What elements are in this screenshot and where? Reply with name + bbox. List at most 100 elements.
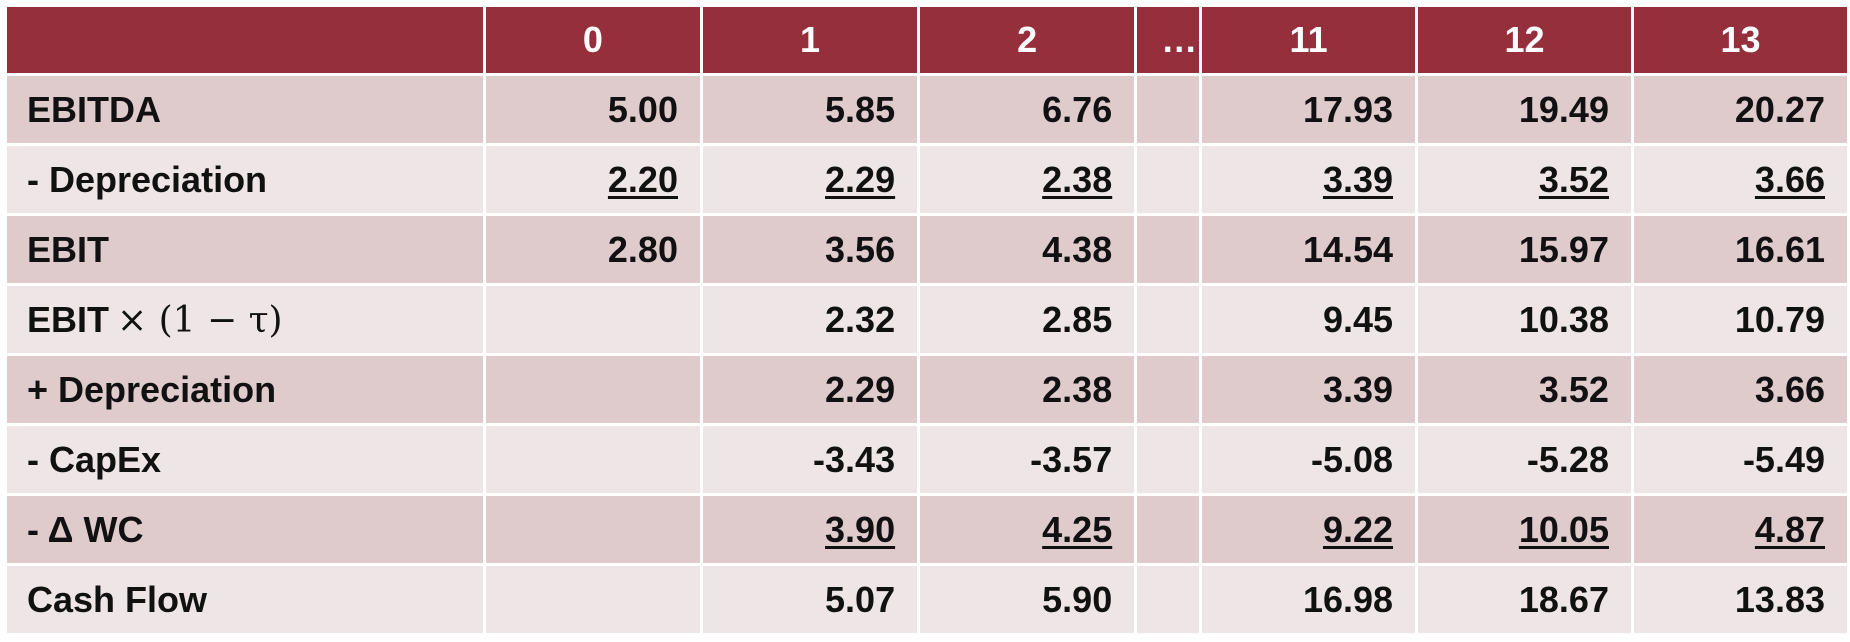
cell-value: 16.61 bbox=[1734, 228, 1825, 270]
cell-value: 3.66 bbox=[1754, 158, 1825, 200]
value-cell: 15.97 bbox=[1418, 216, 1631, 283]
value-cell: 2.38 bbox=[920, 356, 1135, 423]
value-cell bbox=[485, 356, 700, 423]
row-label-text: - CapEx bbox=[27, 438, 162, 480]
value-cell: 3.66 bbox=[1633, 146, 1847, 213]
ellipsis-gap-cell bbox=[1137, 426, 1200, 493]
value-cell bbox=[485, 566, 700, 633]
cell-value: 3.56 bbox=[825, 228, 896, 270]
value-cell: 5.00 bbox=[485, 76, 700, 143]
cell-value: 15.97 bbox=[1518, 228, 1609, 270]
table-row: - Depreciation 2.20 2.29 2.38 3.39 3.52 3.66 bbox=[7, 146, 1847, 213]
cell-value: 17.93 bbox=[1302, 88, 1394, 130]
cell-value: 4.87 bbox=[1754, 508, 1825, 550]
value-cell: -3.57 bbox=[920, 426, 1135, 493]
value-cell: 10.38 bbox=[1418, 286, 1631, 353]
cell-value: 19.49 bbox=[1518, 88, 1609, 130]
table-row: EBITDA 5.00 5.85 6.76 17.93 19.49 20.27 bbox=[7, 76, 1847, 143]
cell-value: -3.43 bbox=[813, 438, 896, 480]
value-cell: 4.87 bbox=[1633, 496, 1847, 563]
row-label-text: EBITDA bbox=[27, 88, 161, 130]
row-label: - Depreciation bbox=[7, 146, 483, 213]
value-cell bbox=[485, 496, 700, 563]
cell-value: 2.29 bbox=[825, 368, 896, 410]
value-cell: 3.90 bbox=[702, 496, 918, 563]
table-row: - CapEx -3.43 -3.57 -5.08 -5.28 -5.49 bbox=[7, 426, 1847, 493]
value-cell: -5.28 bbox=[1418, 426, 1631, 493]
row-label-text: + Depreciation bbox=[27, 368, 277, 410]
value-cell: 4.38 bbox=[920, 216, 1135, 283]
cell-value: 4.38 bbox=[1042, 228, 1113, 270]
value-cell bbox=[485, 426, 700, 493]
cell-value: 3.39 bbox=[1322, 158, 1394, 200]
value-cell: 5.90 bbox=[920, 566, 1135, 633]
row-label-text: - Δ WC bbox=[27, 508, 144, 550]
value-cell: 5.85 bbox=[702, 76, 918, 143]
cell-value: 3.52 bbox=[1538, 158, 1609, 200]
cell-value: 2.32 bbox=[825, 298, 896, 340]
ellipsis-gap-cell bbox=[1137, 566, 1200, 633]
table-row: EBIT 2.80 3.56 4.38 14.54 15.97 16.61 bbox=[7, 216, 1847, 283]
ellipsis-gap-cell bbox=[1137, 76, 1200, 143]
cell-value: 2.29 bbox=[825, 158, 896, 200]
cell-value: 2.80 bbox=[607, 228, 678, 270]
value-cell: 5.07 bbox=[702, 566, 918, 633]
value-cell: 2.80 bbox=[485, 216, 700, 283]
header-period-1: 1 bbox=[702, 7, 918, 73]
header-period-0: 0 bbox=[485, 7, 700, 73]
header-period-2: 2 bbox=[920, 7, 1135, 73]
cell-value: 18.67 bbox=[1518, 578, 1609, 620]
row-label-text: EBIT bbox=[27, 228, 110, 270]
value-cell: 17.93 bbox=[1202, 76, 1416, 143]
cell-value: 3.66 bbox=[1754, 368, 1825, 410]
tax-formula: × (1 − τ) bbox=[117, 299, 283, 341]
cell-value: 2.38 bbox=[1042, 368, 1113, 410]
value-cell: 3.56 bbox=[702, 216, 918, 283]
cell-value: -5.49 bbox=[1742, 438, 1825, 480]
cell-value: 10.79 bbox=[1734, 298, 1825, 340]
row-label-text: EBIT bbox=[27, 298, 110, 340]
value-cell: 10.05 bbox=[1418, 496, 1631, 563]
cell-value: 13.83 bbox=[1734, 578, 1825, 620]
cell-value: 9.45 bbox=[1322, 298, 1394, 340]
ellipsis-gap-cell bbox=[1137, 356, 1200, 423]
value-cell: 14.54 bbox=[1202, 216, 1416, 283]
cell-value: 6.76 bbox=[1042, 88, 1113, 130]
cell-value: 9.22 bbox=[1322, 508, 1394, 550]
table-row: + Depreciation 2.29 2.38 3.39 3.52 3.66 bbox=[7, 356, 1847, 423]
cell-value: -5.28 bbox=[1526, 438, 1609, 480]
row-label: EBITDA bbox=[7, 76, 483, 143]
cell-value: 10.38 bbox=[1518, 298, 1609, 340]
value-cell: 3.39 bbox=[1202, 356, 1416, 423]
cell-value: 10.05 bbox=[1518, 508, 1609, 550]
cell-value: 2.85 bbox=[1042, 298, 1113, 340]
value-cell: -5.49 bbox=[1633, 426, 1847, 493]
value-cell: 2.29 bbox=[702, 356, 918, 423]
header-row: 0 1 2… 11 12 13 bbox=[7, 7, 1847, 73]
table-row: EBIT × (1 − τ) 2.32 2.85 9.45 10.38 10.79 bbox=[7, 286, 1847, 353]
value-cell: 19.49 bbox=[1418, 76, 1631, 143]
value-cell: 3.66 bbox=[1633, 356, 1847, 423]
cash-flow-table: 0 1 2… 11 12 13 EBITDA 5.00 5.85 6.76 17.93 19.49 2… bbox=[4, 4, 1850, 636]
cell-value: 16.98 bbox=[1302, 578, 1394, 620]
value-cell: 3.52 bbox=[1418, 146, 1631, 213]
value-cell: -3.43 bbox=[702, 426, 918, 493]
ellipsis-gap-cell bbox=[1137, 286, 1200, 353]
header-period-11: 11 bbox=[1202, 7, 1416, 73]
row-label: - CapEx bbox=[7, 426, 483, 493]
value-cell: 20.27 bbox=[1633, 76, 1847, 143]
value-cell: 3.52 bbox=[1418, 356, 1631, 423]
cell-value: 2.20 bbox=[607, 158, 678, 200]
cell-value: 3.90 bbox=[825, 508, 896, 550]
cell-value: 3.39 bbox=[1322, 368, 1394, 410]
value-cell: 10.79 bbox=[1633, 286, 1847, 353]
cell-value: 5.85 bbox=[825, 88, 896, 130]
value-cell bbox=[485, 286, 700, 353]
cell-value: 3.52 bbox=[1538, 368, 1609, 410]
value-cell: 4.25 bbox=[920, 496, 1135, 563]
table-row: Cash Flow 5.07 5.90 16.98 18.67 13.83 bbox=[7, 566, 1847, 633]
value-cell: -5.08 bbox=[1202, 426, 1416, 493]
table-body: EBITDA 5.00 5.85 6.76 17.93 19.49 20.27 - Depre… bbox=[7, 76, 1847, 633]
value-cell: 3.39 bbox=[1202, 146, 1416, 213]
value-cell: 6.76 bbox=[920, 76, 1135, 143]
